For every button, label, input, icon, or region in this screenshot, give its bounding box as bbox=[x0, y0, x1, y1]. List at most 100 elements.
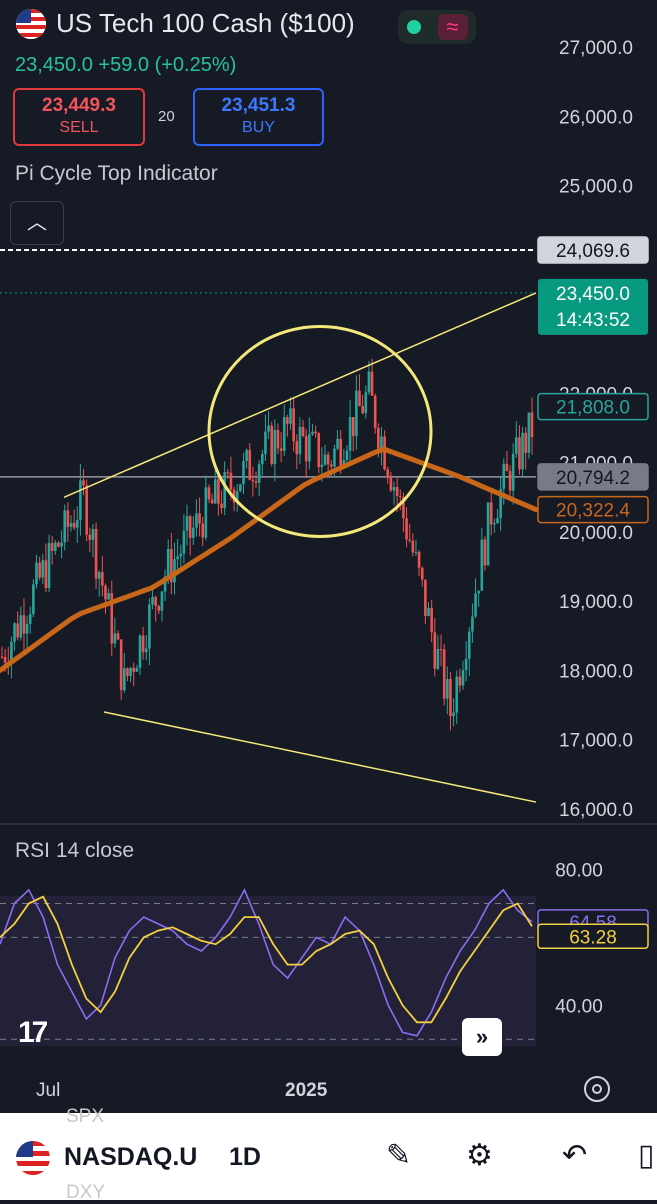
moving-average-line[interactable] bbox=[0, 446, 539, 673]
candle-body bbox=[88, 534, 92, 540]
candle-body bbox=[138, 635, 142, 668]
chart-canvas[interactable]: 27,000.026,000.025,000.022,000.021,000.0… bbox=[0, 0, 657, 1113]
candle-body bbox=[439, 648, 443, 650]
candle-body bbox=[151, 597, 154, 605]
candle-body bbox=[173, 559, 176, 583]
candle-body bbox=[254, 481, 258, 483]
candle-body bbox=[229, 472, 233, 490]
tradingview-logo-icon[interactable]: 17 bbox=[18, 1016, 48, 1049]
candle-body bbox=[511, 453, 515, 491]
candle-body bbox=[101, 572, 104, 586]
instrument-title[interactable]: US Tech 100 Cash ($100) bbox=[56, 8, 355, 38]
drawing-annotations[interactable] bbox=[63, 292, 537, 803]
candle-body bbox=[370, 371, 374, 396]
candle-body bbox=[449, 679, 452, 717]
market-status-pill[interactable]: ≈ bbox=[398, 10, 476, 44]
candle-body bbox=[213, 479, 217, 504]
rsi-ma-line[interactable] bbox=[0, 895, 533, 1024]
candle-body bbox=[0, 656, 4, 658]
lower-trendline[interactable] bbox=[103, 711, 537, 803]
candle-body bbox=[483, 539, 487, 566]
candle-body bbox=[430, 607, 433, 633]
ma-price-tag bbox=[537, 495, 649, 524]
candle-body bbox=[308, 434, 311, 462]
y-tick-label: 18,000.0 bbox=[559, 661, 633, 682]
candle-body bbox=[304, 435, 308, 462]
rsi-ma-value-tag bbox=[537, 923, 649, 950]
candle-body bbox=[358, 390, 361, 406]
bottom-toolbar bbox=[0, 1113, 657, 1200]
upper-trendline[interactable] bbox=[63, 292, 537, 498]
undo-icon[interactable]: ↶ bbox=[562, 1139, 588, 1172]
top-circle-annotation[interactable] bbox=[207, 324, 433, 538]
candle-body bbox=[129, 667, 132, 677]
candle-body bbox=[351, 417, 355, 437]
ghost-symbol-below: DXY bbox=[66, 1182, 106, 1203]
candle-body bbox=[13, 623, 16, 642]
y-tick-label: 26,000.0 bbox=[559, 107, 633, 128]
candle-body bbox=[295, 441, 299, 455]
indicator-title[interactable]: Pi Cycle Top Indicator bbox=[15, 162, 218, 185]
line-price-tag-text: 20,794.2 bbox=[556, 468, 630, 489]
symbol-selector[interactable]: NASDAQ.U bbox=[64, 1143, 198, 1171]
y-tick-label: 25,000.0 bbox=[559, 177, 633, 198]
candle-body bbox=[314, 431, 317, 434]
candle-body bbox=[392, 487, 396, 491]
indicators-icon[interactable]: ⚙ bbox=[466, 1139, 493, 1172]
buy-button[interactable]: 23,451.3 BUY bbox=[193, 88, 324, 146]
candle-body bbox=[455, 676, 459, 713]
candle-body bbox=[220, 503, 223, 509]
candle-body bbox=[323, 454, 327, 465]
more-icon[interactable]: ▯ bbox=[638, 1139, 655, 1172]
candle-body bbox=[38, 562, 41, 578]
scroll-forward-icon[interactable]: » bbox=[462, 1018, 502, 1056]
candle-body bbox=[317, 433, 321, 468]
draw-pen-icon[interactable]: ✎ bbox=[386, 1139, 412, 1172]
candle-body bbox=[179, 553, 183, 557]
rsi-pane[interactable] bbox=[0, 888, 533, 1037]
settings-icon[interactable] bbox=[584, 1076, 610, 1102]
candle-body bbox=[10, 641, 13, 665]
price-tag-text: 21,808.0 bbox=[556, 398, 630, 419]
buy-label: BUY bbox=[242, 119, 275, 136]
candle-body bbox=[54, 542, 57, 551]
price-change: +59.0 bbox=[98, 54, 150, 76]
x-tick-2025: 2025 bbox=[285, 1080, 328, 1101]
candle-body bbox=[97, 572, 101, 579]
candle-body bbox=[361, 405, 364, 414]
candle-body bbox=[286, 417, 289, 424]
rsi-line[interactable] bbox=[0, 888, 533, 1037]
rsi-tick-label: 40.00 bbox=[555, 996, 603, 1017]
candle-body bbox=[515, 437, 518, 454]
candle-body bbox=[505, 463, 509, 472]
candle-body bbox=[474, 593, 477, 617]
timeframe-selector[interactable]: 1D bbox=[229, 1143, 261, 1171]
sell-button[interactable]: 23,449.3 SELL bbox=[13, 88, 145, 146]
candle-body bbox=[398, 496, 402, 498]
rsi-title[interactable]: RSI 14 close bbox=[15, 839, 135, 862]
price-pane[interactable] bbox=[0, 358, 539, 731]
buy-price: 23,451.3 bbox=[221, 95, 296, 116]
candle-body bbox=[57, 542, 60, 547]
line-price-tag-text: 24,069.6 bbox=[556, 241, 630, 262]
spread-value: 20 bbox=[158, 108, 175, 125]
pane-separator[interactable] bbox=[0, 823, 657, 825]
collapse-button[interactable]: ︿ bbox=[10, 201, 64, 245]
candle-body bbox=[289, 408, 292, 424]
y-tick-label: 27,000.0 bbox=[559, 38, 633, 59]
candle-body bbox=[182, 530, 186, 554]
candle-body bbox=[242, 461, 245, 485]
us-flag-icon bbox=[16, 8, 46, 39]
last-price-tag-text: 23,450.0 bbox=[556, 284, 630, 305]
candle-body bbox=[226, 472, 230, 474]
candle-body bbox=[389, 477, 393, 491]
candle-body bbox=[91, 528, 95, 540]
candle-body bbox=[427, 607, 430, 616]
candle-body bbox=[411, 540, 415, 553]
candle-body bbox=[207, 487, 211, 500]
candle-body bbox=[320, 464, 324, 468]
sell-price: 23,449.3 bbox=[42, 95, 116, 116]
price-change-pct: (+0.25%) bbox=[154, 54, 237, 76]
candle-body bbox=[28, 614, 32, 624]
y-tick-label: 19,000.0 bbox=[559, 592, 633, 613]
